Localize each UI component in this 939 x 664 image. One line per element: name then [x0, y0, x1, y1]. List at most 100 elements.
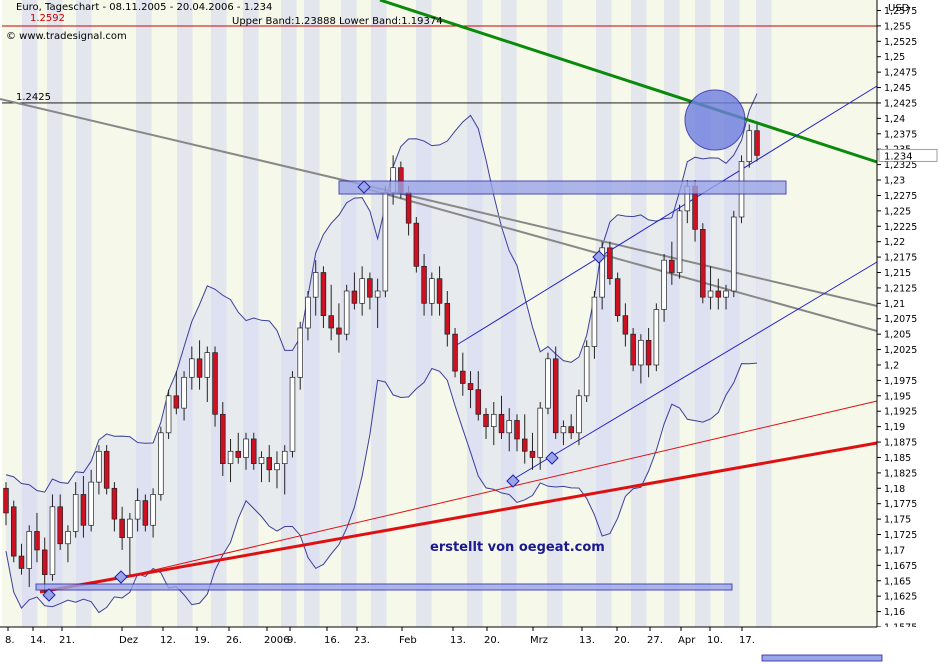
candle-body [72, 494, 79, 532]
y-tick-label: 1,2075 [884, 314, 917, 325]
candle [134, 488, 141, 532]
y-tick-label: 1,1675 [884, 561, 917, 572]
blue-channel-upper [454, 85, 878, 347]
candle-body [281, 450, 288, 464]
candle-body [638, 339, 644, 366]
y-tick-label: 1,19 [884, 422, 905, 433]
candle-body [537, 407, 543, 458]
candle-body [343, 290, 350, 335]
candle [3, 482, 9, 526]
week-stripe [631, 0, 647, 627]
candle [103, 445, 110, 495]
candle-body [754, 130, 760, 156]
week-stripe [136, 0, 152, 627]
candle-body [127, 518, 133, 538]
candle [10, 500, 17, 563]
candle [599, 241, 605, 310]
y-tick-label: 1,2175 [884, 253, 917, 264]
candle [483, 408, 489, 439]
candle-body [707, 290, 714, 298]
pivot-diamond-marker [357, 180, 371, 194]
x-tick-label: 19. [194, 635, 210, 646]
candle [305, 290, 311, 341]
candle [336, 303, 342, 353]
candle-body [591, 296, 598, 347]
y-tick-label: 1,17 [884, 545, 905, 556]
x-tick-label: 10. [707, 635, 723, 646]
y-tick-label: 1,2475 [884, 68, 917, 79]
pivot-diamond-marker [42, 588, 56, 602]
candle-body [212, 352, 218, 415]
candle-body [467, 383, 474, 390]
x-tick-label: 21. [59, 635, 75, 646]
y-tick-label: 1,2375 [884, 129, 917, 140]
scrollbar-thumb [761, 654, 883, 662]
candle-body [65, 531, 71, 545]
x-tick-label: 23. [354, 635, 370, 646]
candle [653, 303, 660, 372]
x-tick-label: 16. [324, 635, 340, 646]
candle [204, 346, 211, 402]
candle-body [10, 506, 17, 557]
y-tick-label: 1,1975 [884, 376, 917, 387]
bollinger-bands-label: Upper Band:1.23888 Lower Band:1.19374 [232, 16, 443, 27]
candle-body [150, 494, 156, 526]
week-stripe [756, 0, 772, 627]
y-tick-label: 1,16 [884, 607, 905, 618]
week-stripe [281, 0, 297, 627]
pivot-diamond-marker [592, 250, 606, 264]
candle-body [359, 278, 365, 304]
x-tick-label: Dez [119, 635, 138, 646]
y-tick-label: 1,2275 [884, 191, 917, 202]
candle [591, 290, 598, 359]
candle [158, 426, 164, 501]
y-tick-label: 1,1625 [884, 592, 917, 603]
x-tick-label: Mrz [530, 635, 548, 646]
candle [460, 352, 466, 396]
candle [723, 284, 729, 310]
candle [359, 266, 365, 316]
candle-body [529, 450, 536, 458]
candle [475, 371, 482, 421]
week-stripe [664, 0, 680, 627]
candle [607, 241, 613, 285]
candle-body [41, 549, 48, 575]
last-price-box [878, 148, 938, 162]
bollinger-fill [6, 93, 757, 613]
candle [568, 414, 574, 439]
watermark: erstellt von oegeat.com [430, 540, 605, 555]
candle-body [560, 426, 567, 434]
candle [529, 432, 536, 470]
candle-body [429, 278, 435, 304]
candle-body [266, 457, 272, 471]
candle [545, 352, 551, 415]
y-tick-label: 1,1825 [884, 468, 917, 479]
chart-title: Euro, Tageschart - 08.11.2005 - 20.04.20… [16, 2, 273, 13]
y-tick-label: 1,1875 [884, 438, 917, 449]
candle-body [289, 376, 296, 452]
y-tick-label: 1,25 [884, 52, 905, 63]
y-tick-label: 1,18 [884, 484, 905, 495]
candle-body [88, 481, 94, 526]
candle [96, 445, 102, 495]
candle-body [80, 494, 87, 526]
candle [297, 321, 303, 390]
candle-body [506, 420, 512, 434]
y-tick-label: 1,225 [884, 206, 911, 217]
candle-body [568, 426, 574, 434]
candle [421, 254, 427, 316]
candle-body [220, 413, 226, 464]
candle [72, 482, 79, 538]
candle [251, 432, 257, 470]
candle-body [521, 438, 528, 452]
candle [444, 290, 451, 347]
grey-trendline-upper [0, 98, 878, 307]
red-support-line [39, 441, 878, 594]
reference-level-label: 1.2425 [16, 92, 51, 103]
candle-body [251, 438, 257, 464]
candle-body [444, 302, 451, 335]
x-tick-label: 26. [226, 635, 242, 646]
candle [715, 278, 722, 310]
candle-body [3, 487, 9, 514]
